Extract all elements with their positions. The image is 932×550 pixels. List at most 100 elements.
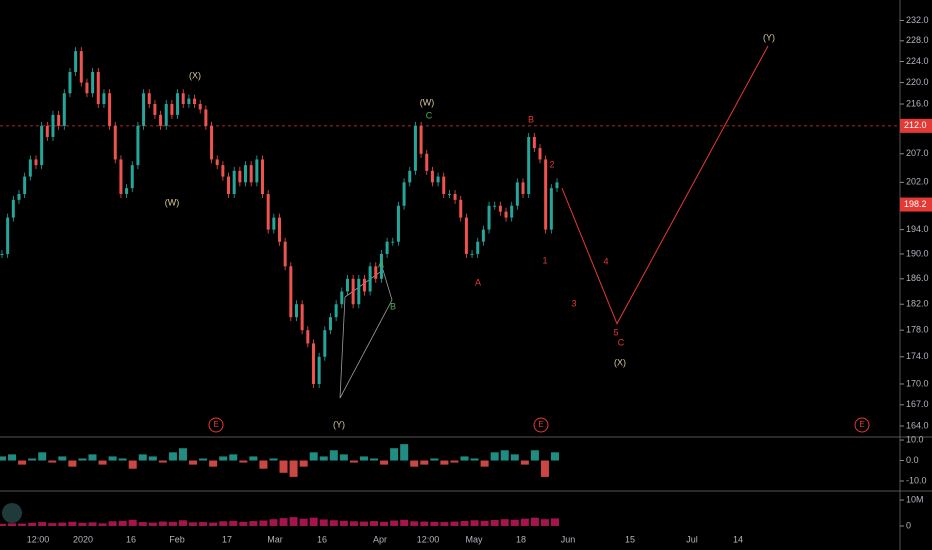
candle <box>91 71 95 94</box>
oscillator-bar <box>480 460 489 467</box>
y-tick-label: 170.0 <box>906 378 929 388</box>
candle <box>306 330 310 344</box>
candle <box>108 93 112 126</box>
x-tick-label: 12:00 <box>417 534 440 544</box>
volume-bar <box>390 520 399 526</box>
x-tick-label: 16 <box>317 534 327 544</box>
oscillator-bar <box>98 460 107 465</box>
candle <box>261 159 265 194</box>
candle <box>419 125 423 154</box>
volume-bar <box>450 521 459 526</box>
oscillator-bar <box>329 450 338 461</box>
candle <box>379 253 383 279</box>
candle <box>493 205 497 207</box>
y-tick-label: 228.0 <box>906 35 929 45</box>
candle <box>227 176 231 194</box>
candle <box>544 159 548 230</box>
volume-bar <box>530 517 539 526</box>
oscillator-bar <box>540 460 549 477</box>
candle <box>215 159 219 166</box>
candle <box>187 98 191 105</box>
volume-bar <box>168 521 177 526</box>
candle <box>57 114 61 126</box>
y-tick-label: 167.0 <box>906 399 929 409</box>
candle <box>193 98 197 105</box>
volume-bar <box>148 522 157 526</box>
volume-bar <box>490 520 499 526</box>
candle <box>266 193 270 230</box>
volume-bar <box>520 518 529 526</box>
candle <box>498 205 502 212</box>
y-tick-label: 186.0 <box>906 273 929 283</box>
x-tick-label: May <box>465 534 483 544</box>
oscillator-bar <box>520 460 529 465</box>
oscillator-bar <box>470 458 479 461</box>
oscillator-bar <box>380 460 389 465</box>
volume-bar <box>329 520 338 526</box>
x-tick-label: 18 <box>516 534 526 544</box>
wave-label: 5 <box>613 327 618 337</box>
volume-bar <box>199 522 208 526</box>
candle <box>210 125 214 160</box>
wave-label: 1 <box>542 255 547 265</box>
oscillator-bar <box>8 454 17 461</box>
event-label: E <box>859 420 864 429</box>
volume-bar <box>430 521 439 526</box>
candle <box>159 114 163 126</box>
candle <box>170 104 174 115</box>
candle <box>204 109 208 126</box>
candle <box>402 182 406 206</box>
candle <box>521 182 525 194</box>
x-tick-label: Mar <box>267 534 283 544</box>
volume-bar <box>420 521 429 526</box>
candle <box>181 93 185 105</box>
oscillator-bar <box>289 460 298 477</box>
volume-bar <box>98 523 107 526</box>
y-tick-label: 0 <box>906 520 911 530</box>
candle <box>436 176 440 183</box>
candle <box>136 125 140 166</box>
volume-bar <box>229 520 238 526</box>
candle <box>487 205 491 230</box>
oscillator-bar <box>440 460 449 465</box>
volume-bar <box>349 521 358 526</box>
volume-bar <box>8 523 17 526</box>
oscillator-bar <box>500 450 509 461</box>
candle <box>311 343 315 384</box>
candle <box>11 199 15 218</box>
oscillator-bar <box>199 458 208 461</box>
candle <box>102 93 106 105</box>
event-marker <box>854 417 870 433</box>
y-tick-label: 10.0 <box>906 434 924 444</box>
oscillator-bar <box>551 452 559 461</box>
x-tick-label: Feb <box>169 534 185 544</box>
volume-bar <box>299 518 308 526</box>
y-tick-label: 0.0 <box>906 455 919 465</box>
candle <box>368 266 372 292</box>
y-tick-label: 10M <box>906 494 924 504</box>
volume-bar <box>480 520 489 526</box>
volume-bar <box>440 522 449 526</box>
oscillator-bar <box>400 444 409 461</box>
candle <box>362 278 366 292</box>
candle <box>374 266 378 279</box>
candle <box>453 193 457 200</box>
volume-bar <box>38 522 47 526</box>
oscillator-bar <box>279 460 288 473</box>
wave-label: (W) <box>165 197 180 207</box>
x-tick-label: 2020 <box>73 534 93 544</box>
x-tick-label: 15 <box>625 534 635 544</box>
oscillator-bar <box>249 456 258 461</box>
wave-label: (Y) <box>763 32 775 42</box>
x-tick-label: Apr <box>373 534 387 544</box>
candle <box>555 182 559 189</box>
candle <box>317 356 321 384</box>
oscillator-bar <box>48 460 57 463</box>
oscillator-bar <box>68 460 77 467</box>
candle <box>504 211 508 218</box>
event-marker <box>533 417 549 433</box>
candle <box>130 165 134 189</box>
oscillator-bar <box>158 460 167 463</box>
candle <box>244 165 248 183</box>
wave-label: C <box>426 110 433 120</box>
